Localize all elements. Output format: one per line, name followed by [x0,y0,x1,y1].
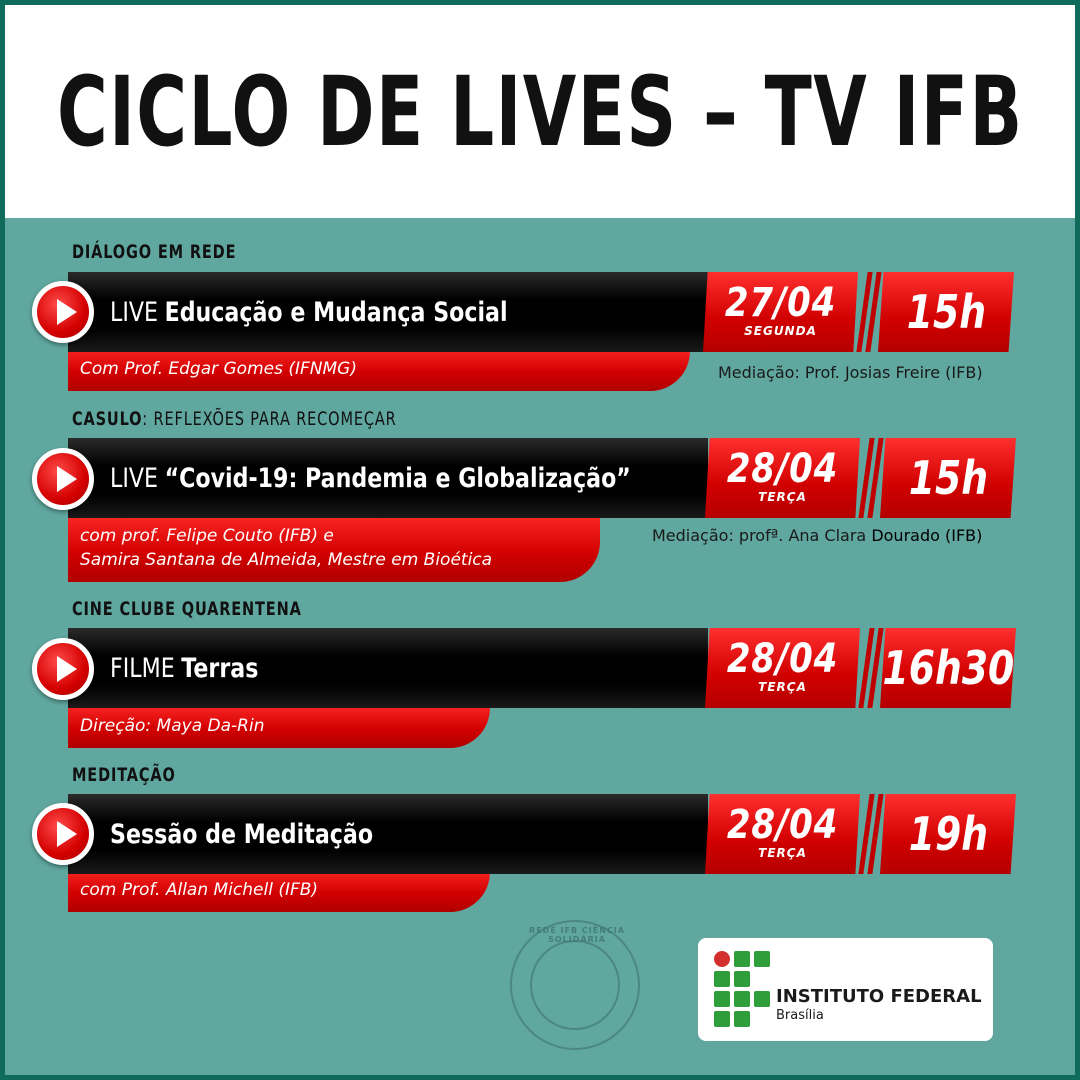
logo-campus: Brasília [776,1008,824,1023]
event-weekday: SEGUNDA [744,324,817,338]
play-button-icon[interactable] [32,448,94,510]
event-title: Sessão de Meditação [110,794,373,874]
event-detail-line: com prof. Felipe Couto (IFB) e [80,526,334,546]
event-time: 15h [878,272,1014,352]
event-details-box: Direção: Maya Da-Rin [68,702,490,748]
event-time: 19h [880,794,1016,874]
header: CICLO DE LIVES – TV IFB [5,5,1075,218]
event-time: 15h [880,438,1016,518]
logo-name: INSTITUTO FEDERAL [776,986,982,1007]
event-date-day: 28/04 [726,802,839,848]
event-weekday: TERÇA [758,490,807,504]
event-time-text: 15h [906,285,986,339]
event-title-bar [68,628,708,708]
event-date-day: 28/04 [726,446,839,492]
play-button-icon[interactable] [32,638,94,700]
event-time-text: 16h30 [882,641,1014,695]
page-title: CICLO DE LIVES – TV IFB [56,55,1024,168]
section-label-meditacao: MEDITAÇÃO [72,764,176,786]
mediation-text: Mediação: profª. Ana Clara [652,526,872,545]
event-date-day: 28/04 [726,636,839,682]
event-weekday: TERÇA [758,680,807,694]
event-date: 28/04 TERÇA [705,438,860,518]
event-detail-line: Samira Santana de Almeida, Mestre em Bio… [80,550,493,570]
seal-inner-ring [530,940,620,1030]
section-label-bold: DIÁLOGO EM REDE [72,241,237,263]
event-mediation: Mediação: Prof. Josias Freire (IFB) [718,363,983,382]
event-title: FILME Terras [110,628,258,708]
section-label-dialogo: DIÁLOGO EM REDE [72,241,236,263]
section-label-casulo: CASULO: REFLEXÕES PARA RECOMEÇAR [72,408,397,430]
mediation-text-dark: Dourado (IFB) [871,526,983,545]
event-title-text: Educação e Mudança Social [164,296,508,328]
event-time: 16h30 [880,628,1016,708]
section-label-cine-clube: CINE CLUBE QUARENTENA [72,598,302,620]
event-mediation: Mediação: profª. Ana Clara Dourado (IFB) [652,526,982,545]
divider-stripes [858,628,884,708]
event-detail-line: Direção: Maya Da-Rin [80,716,265,736]
event-weekday: TERÇA [758,846,807,860]
divider-stripes [856,272,882,352]
event-title-text: “Covid-19: Pandemia e Globalização” [164,462,631,494]
play-button-icon[interactable] [32,803,94,865]
event-date: 27/04 SEGUNDA [703,272,858,352]
event-detail-line: Com Prof. Edgar Gomes (IFNMG) [80,359,357,379]
event-time-text: 19h [908,807,988,861]
event-title: LIVE Educação e Mudança Social [110,272,508,352]
event-title-bar [68,272,708,352]
divider-stripes [858,438,884,518]
seal-text: REDE IFB CIÊNCIA SOLIDÁRIA [529,926,625,944]
event-title-bar [68,794,708,874]
event-title: LIVE “Covid-19: Pandemia e Globalização” [110,438,631,518]
event-details-box: com prof. Felipe Couto (IFB) e Samira Sa… [68,512,600,582]
section-label-bold: CINE CLUBE QUARENTENA [72,598,302,620]
event-date: 28/04 TERÇA [705,628,860,708]
event-kind: LIVE [110,296,159,328]
section-label-bold: MEDITAÇÃO [72,764,176,786]
event-title-text: Sessão de Meditação [110,818,374,850]
mediation-text: Mediação: Prof. Josias Freire (IFB) [718,363,983,382]
event-date-day: 27/04 [724,280,837,326]
institution-logo: INSTITUTO FEDERAL Brasília [698,938,993,1041]
play-button-icon[interactable] [32,281,94,343]
event-detail-line: com Prof. Allan Michell (IFB) [80,880,319,900]
if-logo-icon [714,951,770,1027]
event-kind: FILME [110,652,175,684]
seal-icon [510,920,640,1050]
event-date: 28/04 TERÇA [705,794,860,874]
event-time-text: 15h [908,451,988,505]
event-title-bar [68,438,708,518]
event-title-text: Terras [181,652,259,684]
event-kind: LIVE [110,462,159,494]
event-details-box: Com Prof. Edgar Gomes (IFNMG) [68,345,690,391]
section-label-light: : REFLEXÕES PARA RECOMEÇAR [142,408,397,430]
section-label-bold: CASULO [72,408,143,430]
divider-stripes [858,794,884,874]
